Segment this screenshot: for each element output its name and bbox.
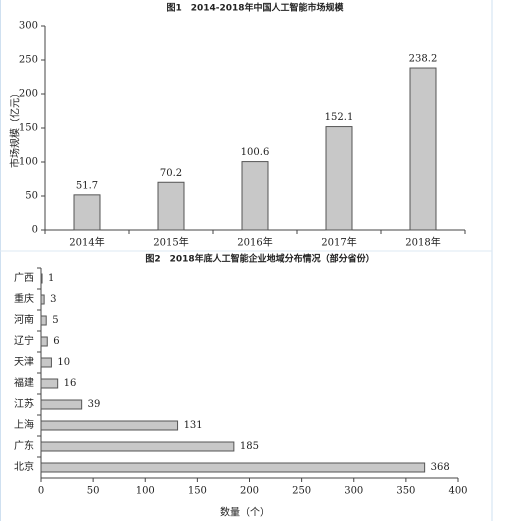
x-tick-label: 2014年 [69,236,104,249]
y-tick-label: 100 [19,157,38,168]
x-tick-label: 300 [344,486,363,497]
bar [40,378,59,389]
y-tick-label: 300 [19,21,38,32]
y-tick-label: 0 [32,225,38,236]
x-tick-label: 250 [292,486,311,497]
value-label: 1 [48,273,54,284]
y-axis-label: 市场规模（亿元） [9,88,22,168]
x-tick-label: 150 [188,486,207,497]
value-label: 238.2 [409,54,438,65]
value-label: 39 [88,399,101,410]
y-tick-label: 福建 [14,376,34,389]
bar [241,161,269,231]
x-tick-label: 2015年 [153,236,188,249]
x-tick-label: 0 [38,486,44,497]
y-tick-label: 广西 [14,272,34,284]
value-label: 10 [57,357,70,368]
x-tick-label: 400 [448,486,467,497]
bar [40,273,43,284]
bar [40,357,52,368]
value-label: 152.1 [325,112,354,123]
bar [40,420,179,431]
value-label: 51.7 [76,180,98,191]
x-tick-label: 2017年 [321,236,356,249]
y-tick-label: 天津 [14,356,34,368]
value-label: 3 [50,294,56,305]
chart-title: 图2 2018年底人工智能企业地域分布情况（部分省份） [145,253,374,265]
y-tick-label: 50 [25,191,38,202]
y-tick-label: 北京 [14,460,34,473]
value-label: 185 [240,441,259,452]
y-tick-label: 河南 [14,313,34,326]
value-label: 368 [431,462,450,473]
bar [40,441,235,452]
chart-title: 图1 2014-2018年中国人工智能市场规模 [166,2,344,14]
value-label: 6 [53,336,59,347]
value-label: 16 [64,378,77,389]
y-tick-label: 重庆 [14,292,34,305]
value-label: 5 [52,315,58,326]
bar [409,67,437,231]
bar [40,336,48,347]
y-tick-label: 广东 [14,439,34,452]
value-label: 100.6 [241,147,270,158]
bar [40,315,47,326]
y-tick-label: 上海 [14,418,34,431]
y-tick-label: 辽宁 [14,334,34,347]
x-tick-label: 100 [136,486,155,497]
value-label: 70.2 [160,168,182,179]
x-tick-label: 50 [87,486,100,497]
bar [40,399,83,410]
bar [40,462,426,473]
x-tick-label: 2016年 [237,236,272,249]
x-tick-label: 350 [396,486,415,497]
y-tick-label: 江苏 [14,397,34,410]
value-label: 131 [184,420,203,431]
x-tick-label: 200 [240,486,259,497]
bar [157,181,185,231]
bar [40,294,45,305]
x-tick-label: 2018年 [405,236,440,249]
y-tick-label: 250 [19,55,38,66]
bar [325,126,353,231]
x-axis-label: 数量（个） [220,506,270,519]
y-tick-label: 200 [19,89,38,100]
bar [73,194,101,231]
y-tick-label: 150 [19,123,38,134]
